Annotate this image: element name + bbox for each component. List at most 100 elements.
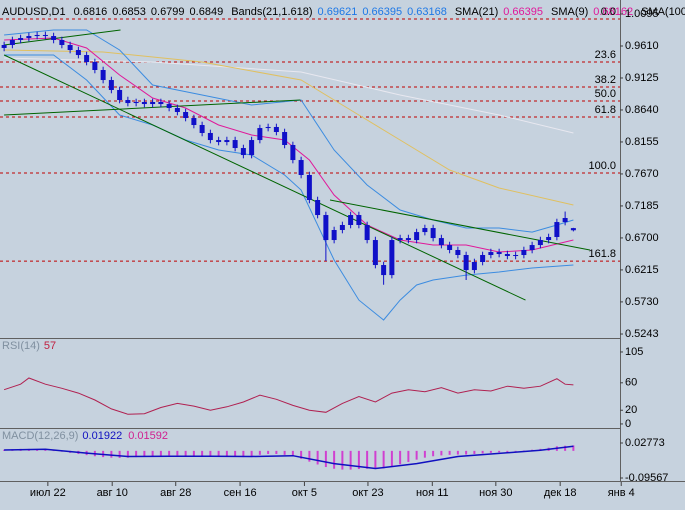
candle-body (42, 34, 48, 37)
candle-body (339, 224, 345, 231)
candle-body (364, 224, 370, 241)
indicator-title: RSI(14) 57 (2, 340, 56, 352)
histogram-bar (151, 450, 154, 456)
candle-body (199, 125, 205, 133)
x-tick-label: авг 28 (160, 487, 191, 499)
indicator-name: RSI(14) (2, 340, 40, 352)
y-tick-label: 0 (625, 418, 631, 430)
candle-body (133, 101, 139, 104)
candle-body (455, 249, 461, 256)
histogram-bar (572, 445, 575, 451)
indicator-line (4, 49, 574, 206)
candle-body (537, 240, 543, 246)
histogram-bar (564, 445, 567, 451)
histogram-bar (407, 450, 410, 462)
candle-body (51, 36, 57, 40)
histogram-bar (225, 450, 228, 457)
indicator-line (4, 29, 574, 233)
histogram-bar (143, 450, 146, 457)
fib-label: 0.0 (601, 6, 616, 18)
candle-body (1, 45, 7, 48)
candle-body (290, 144, 296, 161)
histogram-bar (366, 450, 369, 469)
y-tick-label: 0.5730 (625, 296, 659, 308)
histogram-bar (308, 450, 311, 462)
histogram-bar (382, 450, 385, 469)
candle-body (216, 140, 222, 143)
histogram-bar (242, 450, 245, 458)
legend-label: SMA(21) (455, 6, 498, 18)
histogram-bar (473, 450, 476, 454)
candle-body (430, 228, 436, 239)
candle-body (513, 255, 519, 257)
histogram-bar (498, 450, 501, 453)
fib-label: 38.2 (595, 74, 616, 86)
histogram-bar (489, 450, 492, 453)
y-tick-label: 0.8640 (625, 104, 659, 116)
candle-body (108, 80, 114, 90)
candle-body (273, 126, 279, 132)
histogram-bar (217, 450, 220, 457)
y-tick-label: 0.9610 (625, 40, 659, 52)
indicator-line (4, 57, 574, 134)
x-tick-label: окт 23 (352, 487, 383, 499)
header-value: 0.6799 (151, 6, 185, 18)
indicator-value: 0.01922 (82, 430, 122, 442)
fib-label: 50.0 (595, 88, 616, 100)
legend-label: Bands(21,1.618) (231, 6, 312, 18)
indicator-title: MACD(12,26,9) 0.01922 0.01592 (2, 430, 168, 442)
candle-body (414, 232, 420, 241)
candle-body (529, 245, 535, 250)
x-tick-label: июл 22 (30, 487, 66, 499)
histogram-bar (374, 450, 377, 470)
candle-body (389, 240, 395, 276)
candle-body (26, 36, 32, 39)
histogram-bar (333, 450, 336, 469)
candle-body (67, 45, 73, 51)
candle-body (546, 236, 552, 241)
candle-body (232, 140, 238, 149)
candle-body (158, 101, 164, 105)
candle-body (183, 112, 189, 119)
histogram-bar (201, 450, 204, 457)
histogram-bar (456, 450, 459, 455)
histogram-bar (357, 450, 360, 470)
y-tick-label: 0.7670 (625, 168, 659, 180)
y-tick-label: 0.02773 (625, 437, 665, 449)
histogram-bar (168, 450, 171, 456)
y-tick-label: 0.9125 (625, 72, 659, 84)
histogram-bar (258, 450, 261, 455)
y-tick-label: 0.5243 (625, 328, 659, 340)
candle-body (9, 39, 15, 46)
candle-body (59, 39, 65, 46)
candle-body (117, 89, 123, 101)
x-tick-label: ноя 11 (416, 487, 449, 499)
candle-body (372, 240, 378, 266)
histogram-bar (176, 450, 179, 456)
candle-body (92, 62, 98, 70)
histogram-bar (324, 450, 327, 468)
histogram-bar (506, 450, 509, 452)
y-tick-label: 105 (625, 346, 643, 358)
candle-body (488, 252, 494, 256)
candle-body (207, 132, 213, 141)
fib-label: 161.8 (588, 248, 616, 260)
candle-body (397, 238, 403, 241)
candle-body (150, 101, 156, 105)
fib-label: 23.6 (595, 49, 616, 61)
candle-body (504, 254, 510, 256)
candle-body (18, 38, 24, 40)
histogram-bar (423, 450, 426, 458)
candle-body (100, 69, 106, 81)
signal-line (4, 445, 574, 470)
candle-body (496, 252, 502, 255)
x-tick-label: янв 4 (608, 487, 635, 499)
y-tick-label: 60 (625, 377, 637, 389)
histogram-bar (316, 450, 319, 465)
y-tick-label: 1.0095 (625, 8, 659, 20)
histogram-bar (250, 450, 253, 457)
histogram-bar (390, 450, 393, 467)
histogram-bar (110, 450, 113, 458)
